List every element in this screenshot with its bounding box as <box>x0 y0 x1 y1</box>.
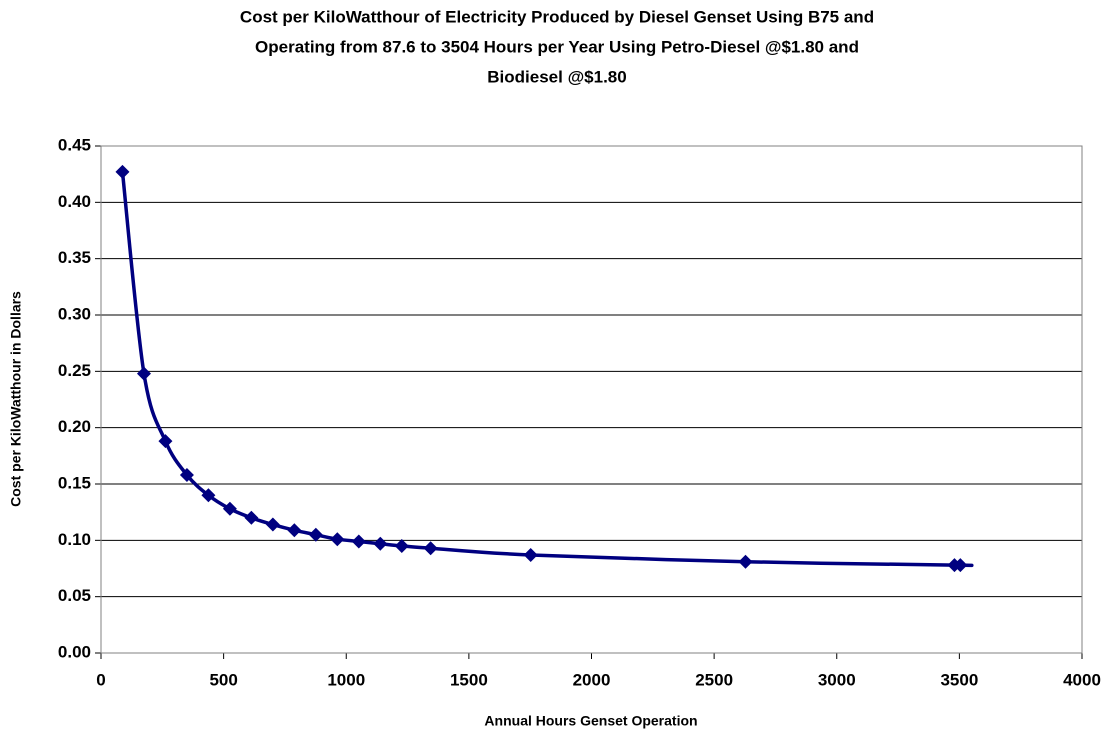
data-point <box>201 488 216 503</box>
x-tick-label: 1500 <box>450 670 488 689</box>
y-tick-label: 0.30 <box>58 304 91 323</box>
y-tick-label: 0.45 <box>58 135 91 154</box>
y-tick-label: 0.25 <box>58 361 91 380</box>
x-tick-label: 3500 <box>940 670 978 689</box>
y-tick-label: 0.20 <box>58 417 91 436</box>
chart-title: Cost per KiloWatthour of Electricity Pro… <box>240 7 874 26</box>
data-point <box>244 510 259 525</box>
y-tick-label: 0.35 <box>58 248 91 267</box>
chart-title: Biodiesel @$1.80 <box>487 67 626 86</box>
x-axis-label: Annual Hours Genset Operation <box>484 713 697 729</box>
data-point <box>394 538 409 553</box>
data-point <box>423 541 438 556</box>
data-point <box>330 532 345 547</box>
y-tick-label: 0.00 <box>58 642 91 661</box>
data-point <box>136 366 151 381</box>
data-point <box>115 164 130 179</box>
x-tick-label: 0 <box>96 670 105 689</box>
data-point <box>265 517 280 532</box>
data-point <box>953 558 968 573</box>
y-tick-label: 0.05 <box>58 586 91 605</box>
series-line <box>120 171 974 568</box>
data-point <box>308 527 323 542</box>
x-tick-label: 500 <box>209 670 237 689</box>
data-point <box>373 536 388 551</box>
x-tick-label: 2000 <box>573 670 611 689</box>
x-tick-label: 3000 <box>818 670 856 689</box>
plot-frame <box>100 145 1083 654</box>
x-tick-label: 2500 <box>695 670 733 689</box>
data-point <box>351 534 366 549</box>
y-tick-label: 0.40 <box>58 192 91 211</box>
chart-title: Operating from 87.6 to 3504 Hours per Ye… <box>255 37 859 56</box>
x-tick-label: 4000 <box>1063 670 1101 689</box>
data-point <box>222 501 237 516</box>
data-point <box>738 554 753 569</box>
y-tick-label: 0.15 <box>58 473 91 492</box>
y-axis-label: Cost per KiloWatthour in Dollars <box>8 291 24 507</box>
x-tick-label: 1000 <box>327 670 365 689</box>
data-point <box>179 467 194 482</box>
y-tick-label: 0.10 <box>58 530 91 549</box>
data-point <box>158 434 173 449</box>
data-point <box>523 547 538 562</box>
data-point <box>287 523 302 538</box>
